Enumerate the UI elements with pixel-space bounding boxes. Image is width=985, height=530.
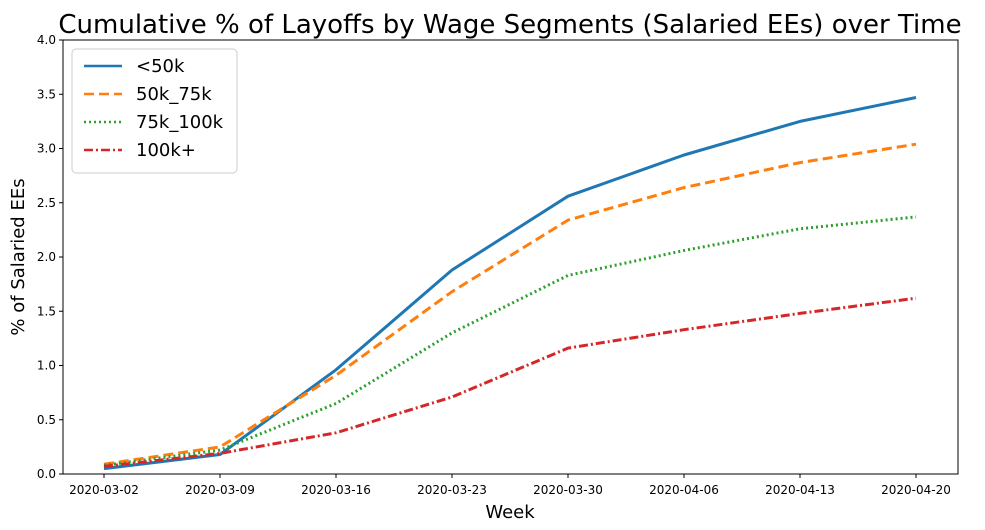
y-tick-label: 3.5 [37, 87, 56, 101]
y-tick-label: 2.0 [37, 250, 56, 264]
x-tick-label: 2020-03-16 [301, 483, 371, 497]
x-tick-label: 2020-03-30 [533, 483, 603, 497]
x-tick-label: 2020-03-23 [417, 483, 487, 497]
y-tick-label: 4.0 [37, 33, 56, 47]
y-tick-label: 2.5 [37, 196, 56, 210]
legend: <50k 50k_75k 75k_100k 100k+ [71, 48, 238, 174]
series-line [103, 296, 917, 468]
y-axis-title: % of Salaried EEs [8, 178, 29, 335]
x-axis-title: Week [485, 502, 535, 523]
y-tick-label: 0.0 [37, 467, 56, 481]
x-tick-label: 2020-03-09 [185, 483, 255, 497]
y-tick-label: 1.5 [37, 304, 56, 318]
legend-label: 100k+ [136, 140, 196, 161]
legend-label: <50k [136, 56, 185, 77]
series-line [103, 142, 917, 466]
y-tick-label: 0.5 [37, 413, 56, 427]
y-tick-label: 3.0 [37, 142, 56, 156]
series-line [103, 96, 917, 471]
x-tick-label: 2020-04-06 [649, 483, 719, 497]
x-tick-label: 2020-03-02 [69, 483, 139, 497]
axis-ticks: 2020-03-02 2020-03-09 2020-03-16 2020-03-23… [37, 33, 951, 497]
x-tick-label: 2020-04-20 [881, 483, 951, 497]
chart-title: Cumulative % of Layoffs by Wage Segments… [58, 10, 961, 40]
series-lines [103, 96, 917, 471]
y-tick-label: 1.0 [37, 359, 56, 373]
legend-label: 50k_75k [136, 84, 212, 105]
legend-label: 75k_100k [136, 112, 224, 133]
plot-frame [62, 39, 959, 475]
x-tick-label: 2020-04-13 [765, 483, 835, 497]
legend-frame [71, 48, 238, 174]
